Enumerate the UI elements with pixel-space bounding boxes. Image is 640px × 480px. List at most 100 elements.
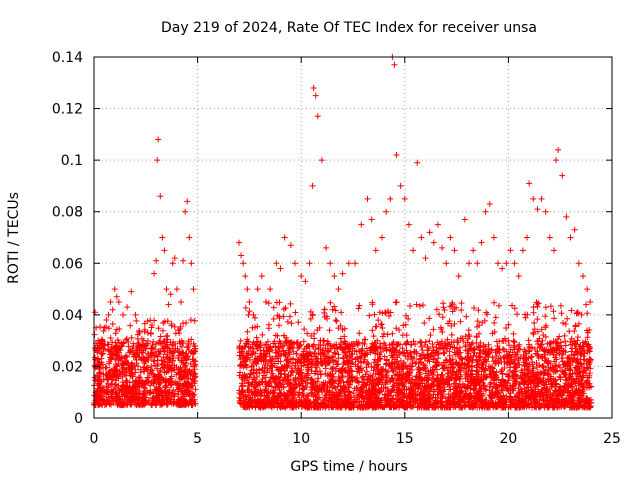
data-point: [157, 333, 164, 340]
data-point: [192, 374, 199, 381]
data-point: [557, 302, 564, 309]
data-point: [168, 399, 175, 406]
data-point: [114, 336, 121, 343]
data-point: [511, 339, 518, 346]
data-point: [540, 363, 547, 370]
data-point: [95, 401, 102, 408]
data-point: [106, 398, 113, 405]
data-point: [148, 353, 155, 360]
data-point: [301, 326, 308, 333]
data-point: [101, 397, 108, 404]
data-point: [112, 339, 119, 346]
data-point: [144, 374, 151, 381]
data-point: [160, 354, 167, 361]
data-point: [369, 327, 376, 334]
data-point: [511, 305, 518, 312]
data-point: [100, 346, 107, 353]
data-point: [167, 396, 174, 403]
data-point: [180, 320, 187, 327]
data-point: [574, 309, 581, 316]
data-point: [105, 374, 112, 381]
data-point: [147, 389, 154, 396]
data-point: [151, 352, 158, 359]
data-point: [444, 336, 451, 343]
data-point: [375, 317, 382, 324]
data-point: [140, 398, 147, 405]
data-point: [295, 319, 302, 326]
data-point: [110, 371, 117, 378]
data-points: [91, 54, 595, 411]
data-point: [317, 337, 324, 344]
data-point: [458, 300, 465, 307]
data-point: [103, 371, 110, 378]
data-point: [246, 308, 253, 315]
data-point: [380, 330, 387, 337]
data-point: [153, 341, 160, 348]
data-point: [177, 364, 184, 371]
data-point: [562, 342, 569, 349]
data-point: [178, 373, 185, 380]
data-point: [329, 306, 336, 313]
data-point: [284, 318, 291, 325]
data-point: [237, 337, 244, 344]
data-point: [187, 372, 194, 379]
data-point: [530, 329, 537, 336]
data-point: [156, 351, 163, 358]
data-point: [121, 354, 128, 361]
data-point: [141, 384, 148, 391]
data-point: [107, 367, 114, 374]
data-point: [116, 326, 123, 333]
data-point: [426, 315, 433, 322]
data-point: [372, 323, 379, 330]
data-point: [562, 338, 569, 345]
data-point: [392, 299, 399, 306]
data-point: [244, 328, 251, 335]
data-point: [465, 331, 472, 338]
data-point: [126, 385, 133, 392]
data-point: [129, 384, 136, 391]
data-point: [419, 302, 426, 309]
data-point: [275, 322, 282, 329]
data-point: [187, 360, 194, 367]
data-point: [119, 398, 126, 405]
data-point: [179, 349, 186, 356]
data-point: [159, 327, 166, 334]
chart-title: Day 219 of 2024, Rate Of TEC Index for r…: [161, 20, 537, 36]
data-point: [175, 352, 182, 359]
data-point: [112, 350, 119, 357]
data-point: [135, 374, 142, 381]
data-point: [265, 300, 272, 307]
data-point: [191, 317, 198, 324]
data-point: [109, 321, 116, 328]
data-point: [276, 299, 283, 306]
data-point: [141, 360, 148, 367]
data-point: [97, 323, 104, 330]
data-point: [327, 299, 334, 306]
data-point: [561, 332, 568, 339]
data-point: [134, 384, 141, 391]
data-point: [439, 314, 446, 321]
data-point: [184, 344, 191, 351]
data-point: [186, 368, 193, 375]
data-point: [136, 380, 143, 387]
data-point: [247, 370, 254, 377]
data-point: [127, 347, 134, 354]
data-point: [371, 311, 378, 318]
data-point: [389, 330, 396, 337]
data-point: [91, 331, 98, 338]
data-point: [370, 333, 377, 340]
data-point: [106, 358, 113, 365]
data-point: [130, 351, 137, 358]
data-point: [369, 340, 376, 347]
data-point: [110, 386, 117, 393]
data-point: [97, 387, 104, 394]
data-point: [98, 401, 105, 408]
data-point: [530, 309, 537, 316]
data-point: [112, 343, 119, 350]
data-point: [524, 366, 531, 373]
data-point: [338, 309, 345, 316]
data-point: [332, 307, 339, 314]
data-point: [166, 357, 173, 364]
data-point: [440, 300, 447, 307]
